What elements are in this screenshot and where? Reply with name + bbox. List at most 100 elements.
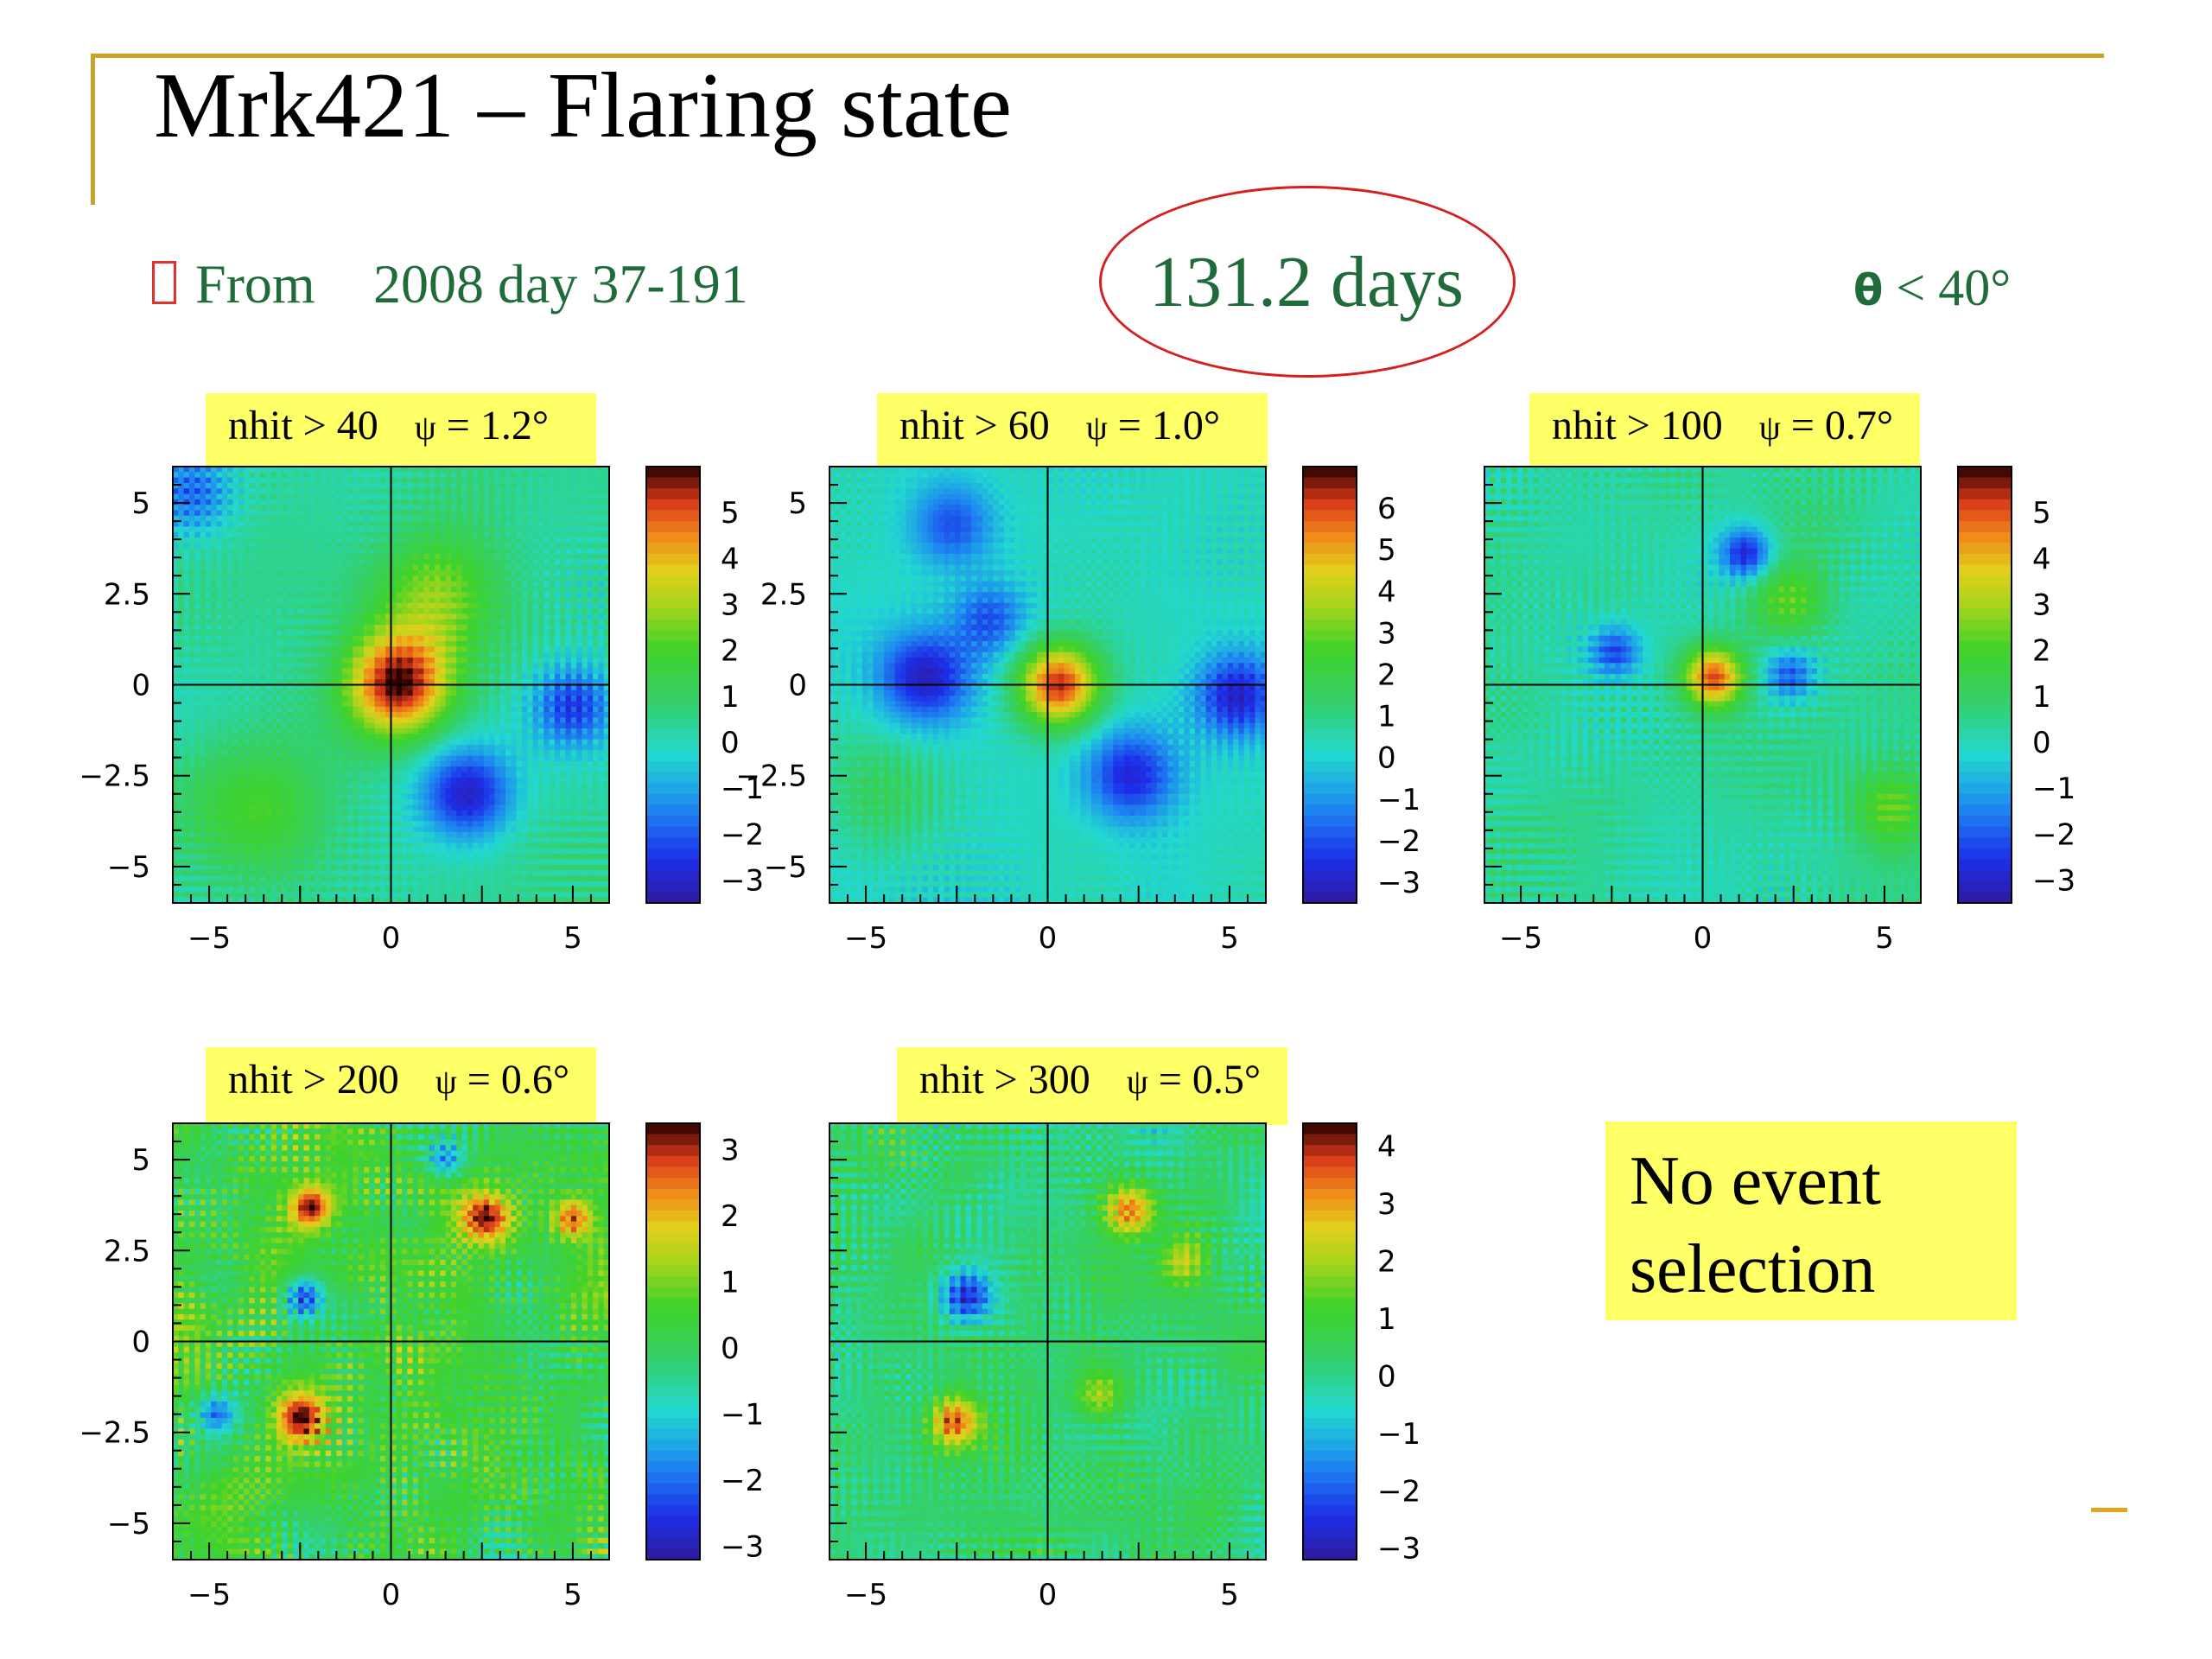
color-bar-label: 4 (2032, 542, 2051, 576)
color-bar-label: 4 (1377, 1130, 1396, 1165)
y-tick-label: 0 (788, 669, 807, 703)
x-tick-label: 0 (382, 921, 401, 956)
x-tick-label: 5 (563, 921, 582, 956)
y-tick-label: 2.5 (760, 577, 807, 612)
color-bar-label: −1 (1377, 1417, 1421, 1452)
y-tick-label: −5 (107, 1507, 150, 1541)
color-bar-label: 2 (721, 634, 740, 669)
heatmap-svg: −5 0 5 5 2.5 0 −2.5 −5 3 2 1 0 −1 −2 −3 (79, 1122, 764, 1612)
y-tick-label: −5 (107, 850, 150, 885)
color-bar-label: 0 (1377, 741, 1396, 776)
psi-icon: ψ (435, 1062, 457, 1101)
color-bar-label: 3 (721, 1134, 740, 1168)
slide-title: Mrk421 – Flaring state (154, 50, 1012, 162)
x-tick-label: 5 (563, 1578, 582, 1612)
plot-label-4: nhit > 200 ψ = 0.6° (206, 1047, 596, 1125)
color-bar-label: 3 (721, 588, 740, 622)
plot-label-text: nhit > 40 (228, 403, 378, 448)
y-tick-label: 5 (788, 486, 807, 521)
color-bar-label: 0 (2032, 726, 2051, 760)
x-tick-label: 5 (1220, 1578, 1239, 1612)
color-bar-label: 3 (2032, 588, 2051, 622)
color-bar (646, 467, 700, 904)
x-tick-label: 0 (382, 1578, 401, 1612)
psi-value: = 0.6° (467, 1057, 569, 1103)
color-bar-label: −3 (1377, 866, 1421, 900)
color-bar-label: 1 (1377, 700, 1396, 734)
psi-value: = 0.7° (1791, 403, 1893, 448)
significance-map-nhit300: −5 0 5 4 3 2 1 0 −1 −2 −3 (709, 1115, 1452, 1633)
footer-accent (2091, 1508, 2127, 1512)
title-side-rule (91, 54, 95, 205)
color-bar-label: 3 (1377, 616, 1396, 651)
color-bar-label: 5 (721, 496, 740, 531)
color-bar-frame (1302, 1122, 1357, 1560)
color-bar-label: 2 (2032, 634, 2051, 669)
color-bar-label: −2 (1377, 1474, 1421, 1509)
color-bar-label: 4 (721, 542, 740, 576)
color-bar-label: −1 (2032, 772, 2075, 806)
color-bar-frame (1957, 466, 2012, 904)
color-bar-label: −1 (1377, 783, 1421, 817)
note-line-2: selection (1630, 1225, 2017, 1313)
psi-value: = 0.5° (1159, 1057, 1261, 1103)
x-tick-label: 5 (1875, 921, 1894, 956)
plot-label-2: nhit > 60 ψ = 1.0° (877, 393, 1268, 471)
note-line-1: No event (1630, 1137, 2017, 1225)
plot-label-text: nhit > 100 (1552, 403, 1723, 448)
zenith-cut: θ < 40° (1853, 259, 2011, 316)
heatmap-cells (830, 1123, 1267, 1560)
color-bar (1958, 467, 2012, 904)
color-bar-label: −2 (1377, 824, 1421, 859)
highlight-ellipse (1099, 186, 1516, 378)
color-bar-label: −3 (721, 1530, 764, 1565)
psi-icon: ψ (1759, 408, 1781, 447)
significance-map-nhit40: −5 0 5 5 2.5 0 −2.5 −5 5 4 3 2 1 0 −1 −2 −3 (52, 458, 795, 976)
y-tick-label: 2.5 (104, 577, 150, 612)
color-bar-frame (645, 1122, 701, 1560)
period-range: 2008 day 37-191 (373, 253, 748, 315)
x-tick-label: 5 (1220, 921, 1239, 956)
y-tick-label: 2.5 (104, 1234, 150, 1268)
color-bar-label: −2 (721, 1464, 764, 1498)
heatmap-svg: −5 0 5 4 3 2 1 0 −1 −2 −3 (829, 1122, 1421, 1612)
heatmap-cells (173, 467, 610, 904)
x-tick-label: −5 (844, 921, 887, 956)
y-tick-label: 5 (131, 486, 150, 521)
color-bar-label: 2 (721, 1199, 740, 1234)
color-bar-frame (645, 466, 701, 904)
y-tick-label: −2.5 (735, 760, 807, 794)
plot-label-text: nhit > 300 (919, 1057, 1090, 1103)
color-bar-label: 3 (1377, 1187, 1396, 1222)
title-rule (91, 54, 2104, 58)
color-bar-label: 5 (2032, 496, 2051, 531)
color-bar (646, 1123, 700, 1560)
x-tick-label: −5 (188, 1578, 231, 1612)
significance-map-nhit60: −5 0 5 5 2.5 0 −2.5 −5 6 5 4 3 2 1 0 −1 −2 −3 (709, 458, 1452, 976)
y-tick-label: 0 (131, 669, 150, 703)
zenith-value: < 40° (1896, 259, 2011, 316)
heatmap-svg: −5 0 5 5 4 3 2 1 0 −1 −2 −3 (1484, 466, 2075, 956)
color-bar-label: 1 (721, 680, 740, 715)
color-bar-label: 0 (721, 726, 740, 760)
psi-value: = 1.2° (447, 403, 549, 448)
color-bar (1303, 1123, 1357, 1560)
color-bar-label: 0 (721, 1332, 740, 1366)
color-bar-frame (1302, 466, 1357, 904)
color-bar-label: −1 (721, 772, 764, 806)
color-bar-label: −2 (2032, 817, 2075, 852)
color-bar-label: 4 (1377, 575, 1396, 609)
plot-label-5: nhit > 300 ψ = 0.5° (897, 1047, 1287, 1125)
color-bar-label: −3 (2032, 863, 2075, 898)
x-tick-label: −5 (188, 921, 231, 956)
color-bar-label: 2 (1377, 1244, 1396, 1279)
y-tick-label: 0 (131, 1325, 150, 1360)
plot-label-3: nhit > 100 ψ = 0.7° (1529, 393, 1920, 471)
zenith-symbol: θ (1853, 265, 1883, 315)
heatmap-svg: −5 0 5 5 2.5 0 −2.5 −5 6 5 4 3 2 1 0 −1 −2 −3 (735, 466, 1421, 956)
psi-value: = 1.0° (1118, 403, 1220, 448)
y-tick-label: 5 (131, 1143, 150, 1178)
duration: 131.2 days (1149, 240, 1464, 324)
x-tick-label: 0 (1039, 921, 1058, 956)
psi-icon: ψ (1127, 1062, 1148, 1101)
